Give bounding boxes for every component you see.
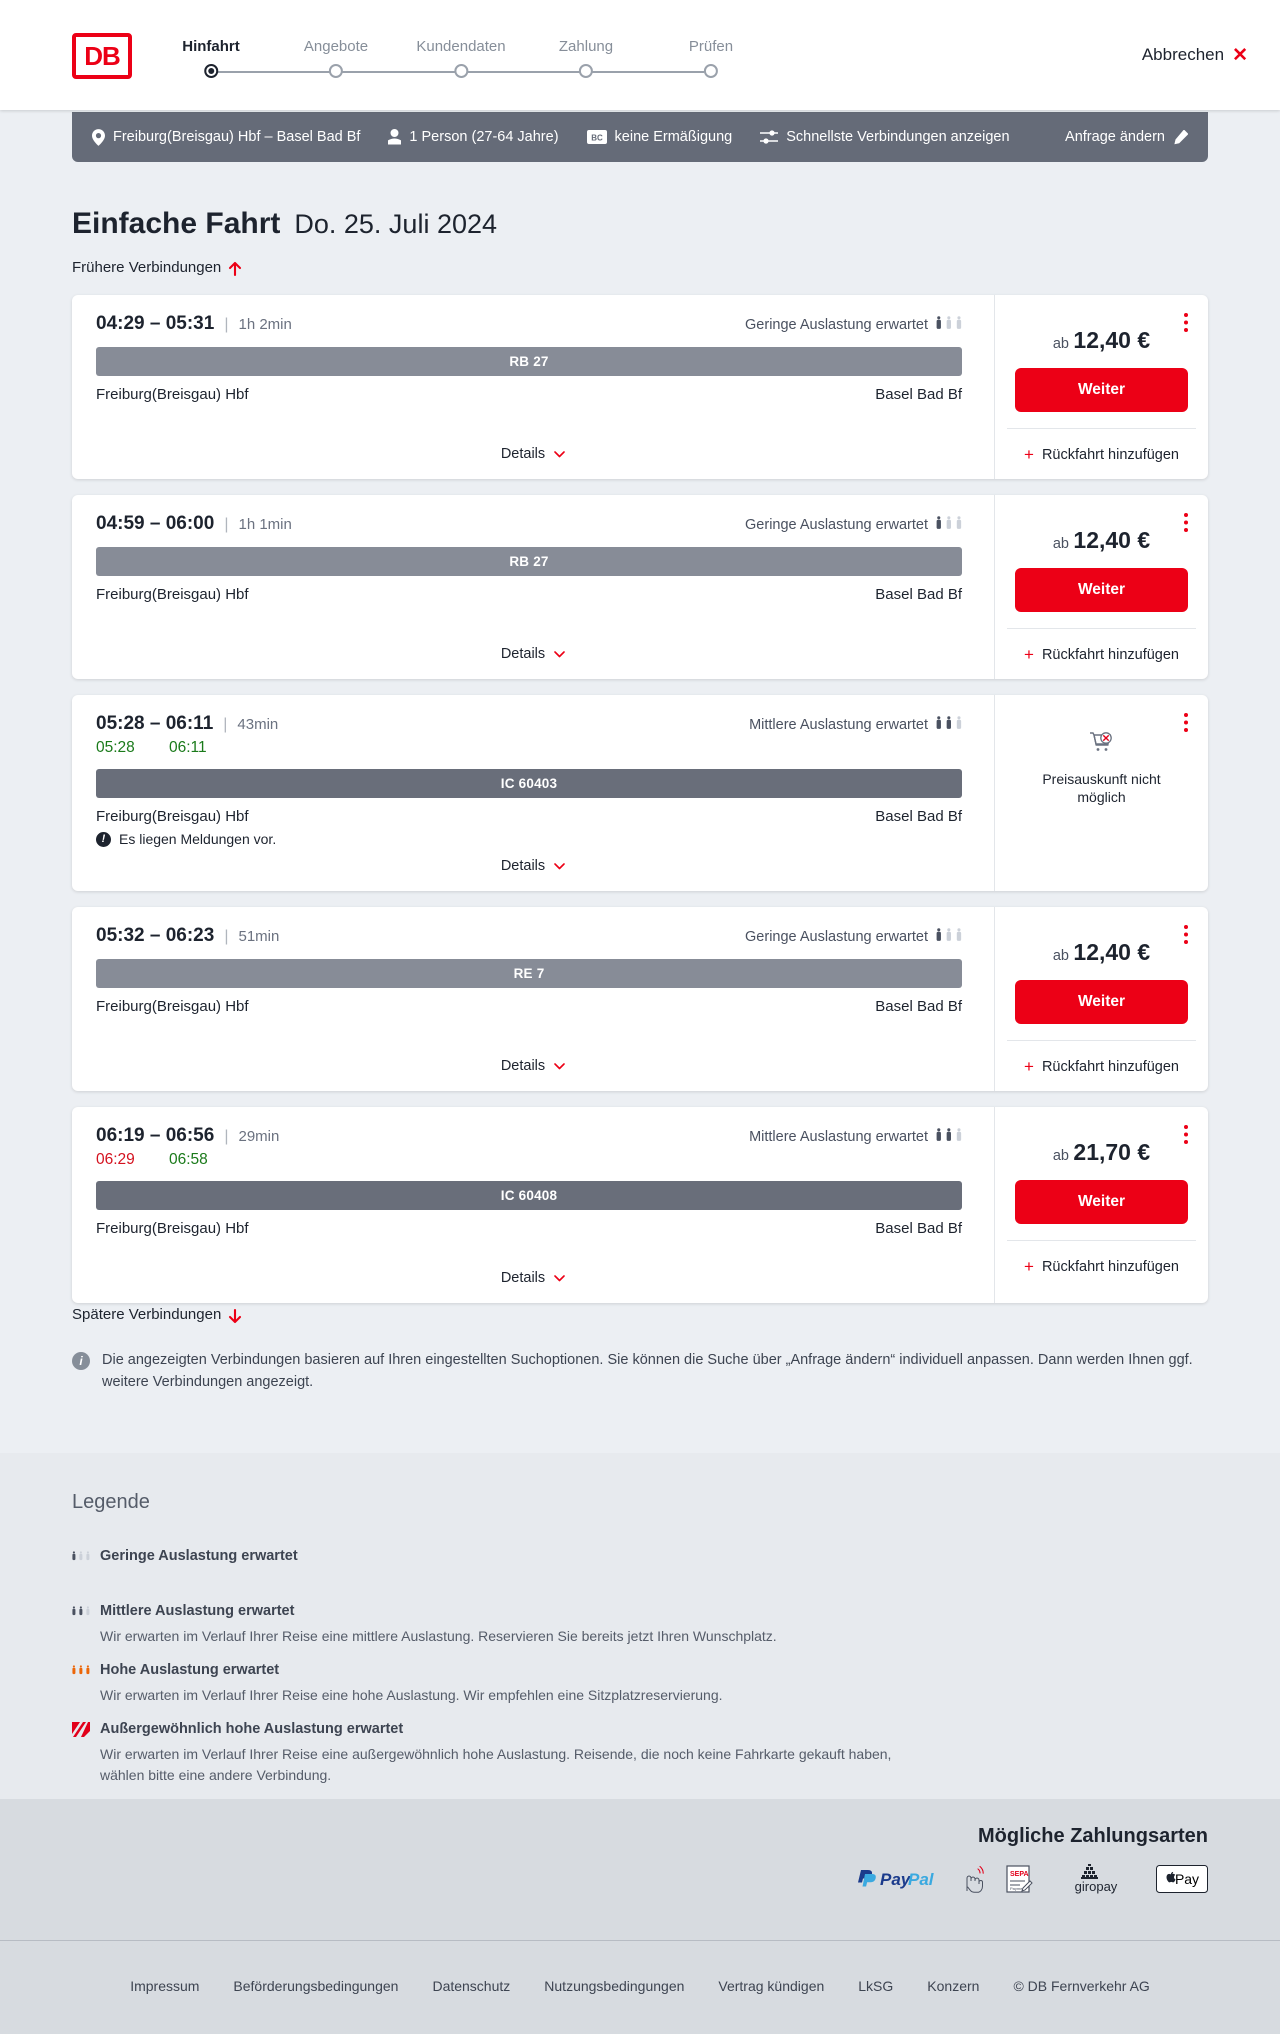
svg-text:Pay: Pay [1175, 1871, 1199, 1887]
svg-text:BC: BC [591, 134, 603, 143]
svg-text:giropay: giropay [1075, 1879, 1118, 1894]
svg-text:Pal: Pal [908, 1870, 935, 1889]
svg-text:SEPA: SEPA [1010, 1871, 1029, 1878]
